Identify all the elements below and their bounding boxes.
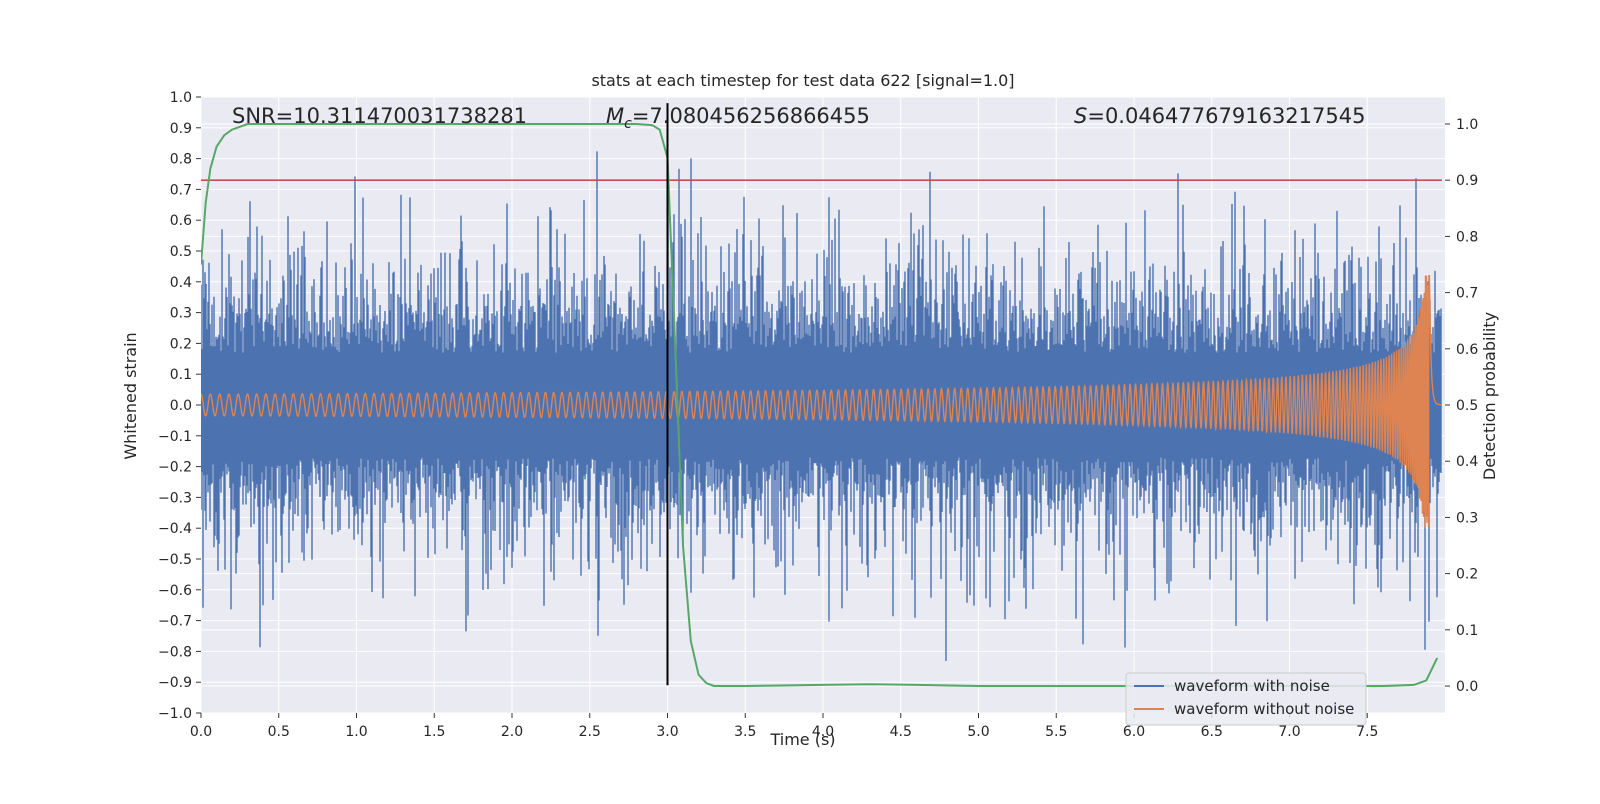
- y-axis-label: Whitened strain: [121, 332, 140, 459]
- x-tick-label: 7.5: [1356, 724, 1378, 740]
- legend-label-signal: waveform without noise: [1174, 700, 1354, 718]
- legend-box: [1125, 672, 1367, 726]
- y-right-tick-label: 0.5: [1456, 398, 1478, 414]
- y-tick-label: 0.0: [170, 398, 192, 414]
- chart-title: stats at each timestep for test data 622…: [591, 71, 1014, 90]
- y-right-tick-label: 0.7: [1456, 286, 1478, 302]
- x-tick-label: 4.0: [812, 724, 834, 740]
- chirp-mass-subscript: c: [624, 116, 632, 132]
- x-tick-label: 1.0: [345, 724, 367, 740]
- legend: waveform with noise waveform without noi…: [1125, 672, 1367, 726]
- x-tick-label: 5.5: [1045, 724, 1067, 740]
- x-tick-label: 2.5: [579, 724, 601, 740]
- x-tick-label: 1.5: [423, 724, 445, 740]
- x-tick-label: 5.0: [967, 724, 989, 740]
- y-right-tick-label: 0.9: [1456, 173, 1478, 189]
- y-tick-label: −0.8: [158, 644, 192, 660]
- y-right-tick-label: 0.1: [1456, 623, 1478, 639]
- y-tick-label: −0.5: [158, 552, 192, 568]
- x-tick-label: 4.5: [890, 724, 912, 740]
- y-right-tick-label: 0.4: [1456, 454, 1478, 470]
- signal-trace: [201, 274, 1443, 528]
- y-tick-label: 0.5: [170, 244, 192, 260]
- y-axis-right-label: Detection probability: [1480, 312, 1499, 480]
- y-tick-label: −0.2: [158, 460, 192, 476]
- x-axis-label: Time (s): [769, 730, 835, 749]
- y-tick-label: 0.6: [170, 213, 192, 229]
- y-tick-label: 0.1: [170, 367, 192, 383]
- y-tick-label: 0.8: [170, 152, 192, 168]
- y-tick-label: 1.0: [170, 90, 192, 106]
- y-tick-label: −0.7: [158, 614, 192, 630]
- y-right-tick-label: 0.3: [1456, 510, 1478, 526]
- x-tick-label: 0.5: [268, 724, 290, 740]
- chirp-mass-value: =7.080456256866455: [632, 104, 870, 128]
- series-waveform-without-noise: [201, 274, 1443, 528]
- y-tick-label: −0.3: [158, 490, 192, 506]
- y-right-tick-label: 0.0: [1456, 679, 1478, 695]
- chirp-mass-symbol: M: [606, 104, 624, 128]
- s-value: =0.046477679163217545: [1087, 104, 1365, 128]
- y-right-tick-label: 1.0: [1456, 117, 1478, 133]
- x-tick-label: 6.5: [1201, 724, 1223, 740]
- y-tick-label: −0.6: [158, 583, 192, 599]
- y-tick-label: −0.1: [158, 429, 192, 445]
- y-tick-label: 0.3: [170, 306, 192, 322]
- y-tick-label: 0.4: [170, 275, 192, 291]
- x-tick-label: 2.0: [501, 724, 523, 740]
- x-tick-label: 3.0: [656, 724, 678, 740]
- s-symbol: S: [1074, 104, 1087, 128]
- y-tick-label: −1.0: [158, 706, 192, 722]
- axis-ticks: 0.0 0.5 1.0 1.5 2.0 2.5 3.0 3.5 4.0 4.5 5.0 5.5 6.0 6…: [158, 90, 1478, 740]
- x-tick-label: 7.0: [1278, 724, 1300, 740]
- y-tick-label: 0.2: [170, 336, 192, 352]
- s-annotation: S=0.046477679163217545: [1074, 104, 1365, 128]
- x-tick-label: 0.0: [190, 724, 212, 740]
- y-tick-label: 0.7: [170, 182, 192, 198]
- y-right-tick-label: 0.6: [1456, 342, 1478, 358]
- snr-annotation: SNR=10.311470031738281: [232, 104, 527, 128]
- y-right-tick-label: 0.2: [1456, 567, 1478, 583]
- x-tick-label: 6.0: [1123, 724, 1145, 740]
- y-right-tick-label: 0.8: [1456, 229, 1478, 245]
- y-tick-label: 0.9: [170, 121, 192, 137]
- chirp-mass-annotation: Mc=7.080456256866455: [606, 104, 870, 132]
- y-tick-label: −0.4: [158, 521, 192, 537]
- y-tick-label: −0.9: [158, 675, 192, 691]
- x-tick-label: 3.5: [734, 724, 756, 740]
- legend-label-noise: waveform with noise: [1174, 677, 1330, 695]
